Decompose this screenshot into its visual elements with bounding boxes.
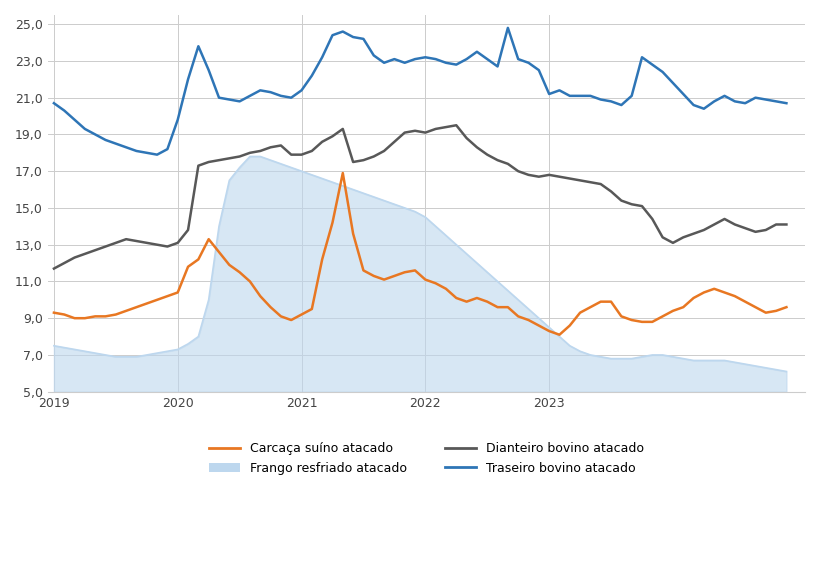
Legend: Carcaça suíno atacado, Frango resfriado atacado, Dianteiro bovino atacado, Trase: Carcaça suíno atacado, Frango resfriado … [204,438,648,479]
